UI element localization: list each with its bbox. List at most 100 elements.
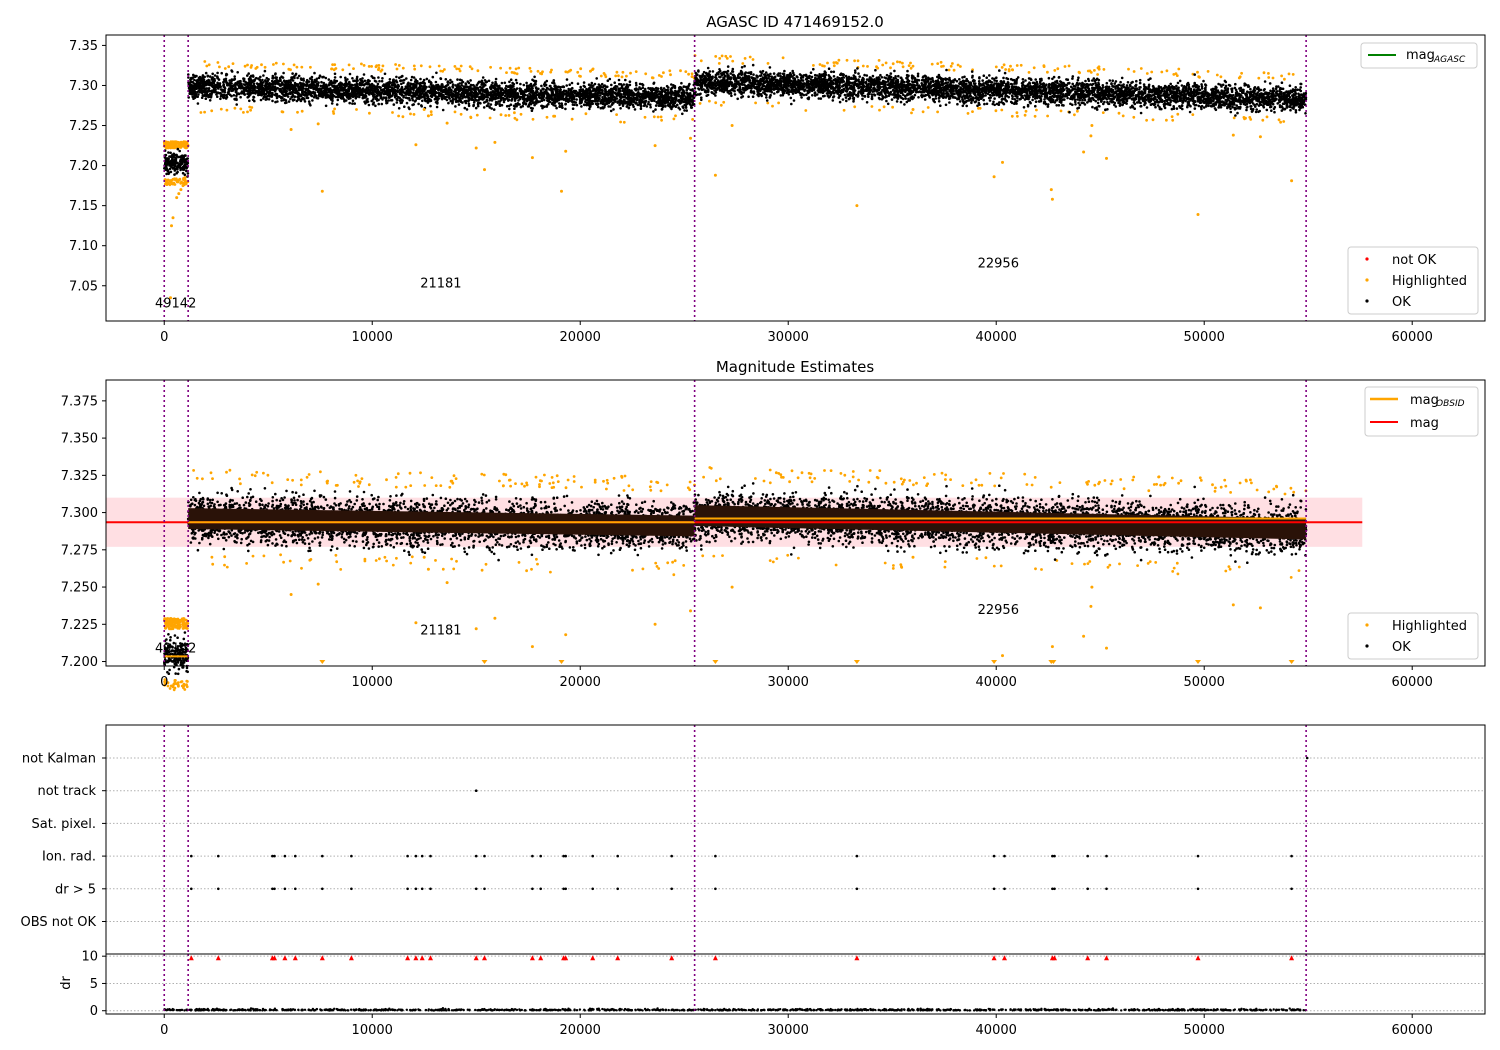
ok-data-point <box>590 81 594 85</box>
ok-data-point <box>515 81 519 85</box>
ok-data-point <box>578 99 582 103</box>
ok-data-point <box>348 80 351 84</box>
ok-data-point <box>649 105 652 109</box>
ok-data-point <box>538 95 541 99</box>
ok-data-point <box>355 87 359 90</box>
highlighted-data-point <box>659 115 663 119</box>
ok-data-point <box>322 75 325 79</box>
ok-data-point <box>262 81 265 84</box>
ok-data-point <box>413 86 416 89</box>
ok-data-point <box>684 104 688 107</box>
ok-data-point <box>649 103 652 106</box>
ok-data-point <box>166 161 170 164</box>
ok-data-point <box>168 167 172 171</box>
ok-data-point <box>533 103 536 107</box>
ok-data-point <box>571 93 574 97</box>
ok-data-point <box>280 99 283 102</box>
highlighted-data-point <box>1172 73 1176 76</box>
highlighted-data-point <box>368 111 371 115</box>
ok-data-point <box>445 84 449 87</box>
highlighted-data-point <box>377 64 381 67</box>
ok-data-point <box>685 88 688 92</box>
ok-data-point <box>282 90 286 94</box>
highlighted-data-point <box>619 120 622 124</box>
highlighted-data-point <box>166 182 170 186</box>
highlighted-data-point <box>370 65 373 68</box>
highlighted-data-point <box>936 110 939 114</box>
ok-data-point <box>260 88 264 91</box>
highlighted-data-point <box>381 64 385 68</box>
ok-data-point <box>583 96 587 100</box>
ok-data-point <box>627 106 631 109</box>
highlighted-data-point <box>171 142 175 146</box>
highlighted-data-point <box>812 64 815 67</box>
ok-data-point <box>565 84 568 87</box>
highlighted-data-point <box>292 63 296 67</box>
ok-data-point <box>378 79 381 83</box>
highlighted-data-point <box>428 65 432 69</box>
highlighted-data-point <box>280 110 284 114</box>
highlighted-data-point <box>1011 68 1014 71</box>
ok-data-point <box>219 88 223 91</box>
ok-data-point <box>494 77 498 81</box>
highlighted-data-point <box>930 62 934 66</box>
ok-data-point <box>285 101 288 104</box>
ok-data-point <box>298 94 302 98</box>
ok-data-point <box>173 167 177 171</box>
ok-data-point <box>174 157 178 160</box>
ok-data-point <box>351 99 355 102</box>
ok-data-point <box>658 103 662 106</box>
highlighted-data-point <box>517 66 521 70</box>
ok-data-point <box>519 105 523 109</box>
ok-data-point <box>619 93 623 96</box>
ok-data-point <box>218 92 222 95</box>
ok-data-point <box>643 87 647 91</box>
highlighted-data-point <box>499 113 503 117</box>
ok-data-point <box>643 101 646 104</box>
ok-data-point <box>278 76 282 80</box>
ok-data-point <box>496 87 500 91</box>
ok-data-point <box>561 106 564 109</box>
highlighted-data-point <box>651 76 655 80</box>
ok-data-point <box>211 89 214 93</box>
ok-data-point <box>485 98 489 102</box>
highlighted-data-point <box>412 113 416 116</box>
ok-data-point <box>667 91 670 94</box>
ok-data-point <box>789 96 793 100</box>
ok-data-point <box>553 93 557 97</box>
ok-data-point <box>402 78 406 82</box>
ok-data-point <box>215 91 218 94</box>
ok-data-point <box>489 85 493 89</box>
highlighted-data-point <box>714 55 718 58</box>
ok-data-point <box>585 102 589 105</box>
ok-data-point <box>288 87 291 90</box>
highlighted-data-point <box>180 144 184 148</box>
ok-data-point <box>552 103 555 107</box>
ok-data-point <box>400 101 404 104</box>
ok-data-point <box>197 93 200 96</box>
highlighted-data-point <box>877 59 881 62</box>
ok-data-point <box>175 171 178 175</box>
ok-data-point <box>451 92 455 96</box>
ok-data-point <box>363 100 366 104</box>
ok-data-point <box>206 75 209 78</box>
ok-data-point <box>338 85 342 89</box>
ok-data-point <box>397 96 400 99</box>
ok-data-point <box>507 85 511 88</box>
ok-data-point <box>451 97 455 101</box>
highlighted-data-point <box>966 112 970 115</box>
ok-data-point <box>545 105 549 108</box>
ok-data-point <box>185 169 188 173</box>
ok-data-point <box>658 99 661 103</box>
ok-data-point <box>387 83 391 86</box>
highlighted-data-point <box>227 65 231 69</box>
highlighted-data-point <box>936 62 940 65</box>
highlighted-data-point <box>205 64 209 68</box>
ok-data-point <box>497 96 500 100</box>
highlighted-data-point <box>564 70 568 74</box>
ok-data-point <box>293 76 296 80</box>
highlighted-data-point <box>1280 74 1283 78</box>
highlighted-data-point <box>1096 73 1099 76</box>
ok-data-point <box>520 90 523 94</box>
